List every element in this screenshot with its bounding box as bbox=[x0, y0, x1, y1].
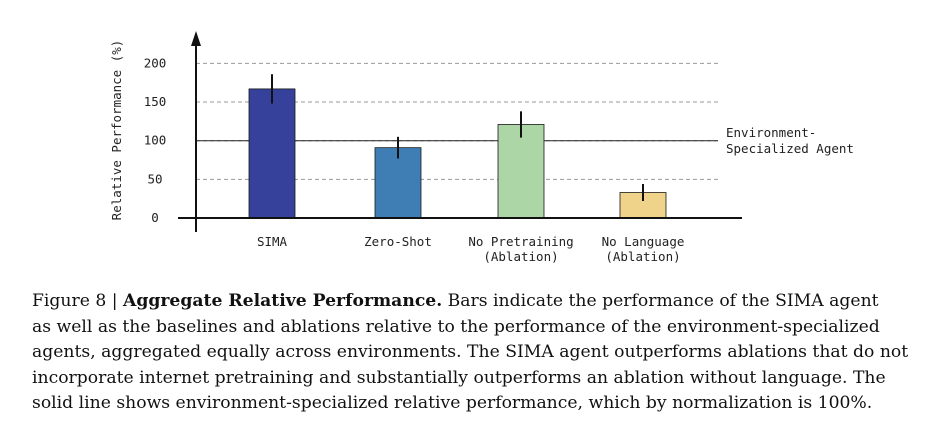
error-bars bbox=[271, 74, 644, 201]
bar-2 bbox=[497, 124, 545, 219]
y-tick-200: 200 bbox=[144, 55, 167, 70]
caption-line-5: solid line shows environment-specialized… bbox=[32, 393, 873, 413]
y-tick-0: 0 bbox=[151, 210, 159, 225]
bars bbox=[248, 88, 667, 219]
bar-chart: 0 50 100 150 200 SIMA Zero-Shot No Pretraining… bbox=[109, 31, 854, 264]
x-tick-label-2-1: (Ablation) bbox=[483, 249, 558, 264]
bar-0 bbox=[248, 88, 296, 219]
x-tick-label-3-0: No Language bbox=[602, 234, 685, 249]
caption-line-3: agents, aggregated equally across enviro… bbox=[32, 342, 909, 362]
x-tick-label-1-0: Zero-Shot bbox=[364, 234, 432, 249]
reference-label-line-2: Specialized Agent bbox=[726, 141, 854, 156]
bar-1 bbox=[374, 147, 422, 219]
y-tick-50: 50 bbox=[147, 171, 162, 186]
x-tick-label-2-0: No Pretraining bbox=[468, 234, 573, 249]
figure-caption: Figure 8 | Aggregate Relative Performanc… bbox=[32, 289, 932, 417]
reference-line-label: Environment- Specialized Agent bbox=[726, 125, 854, 156]
x-tick-labels: SIMA Zero-Shot No Pretraining(Ablation)No … bbox=[257, 234, 684, 264]
caption-title: Aggregate Relative Performance. bbox=[123, 291, 443, 311]
y-tick-labels: 0 50 100 150 200 bbox=[144, 55, 167, 225]
reference-label-line-1: Environment- bbox=[726, 125, 816, 140]
caption-line-2: as well as the baselines and ablations r… bbox=[32, 316, 880, 337]
caption-line-4: incorporate internet pretraining and sub… bbox=[32, 367, 886, 388]
caption-line-1: Bars indicate the performance of the SIM… bbox=[442, 291, 879, 311]
x-tick-label-0-0: SIMA bbox=[257, 234, 288, 249]
y-axis-arrow bbox=[191, 31, 201, 46]
y-axis-label: Relative Performance (%) bbox=[109, 40, 124, 221]
y-tick-150: 150 bbox=[144, 94, 167, 109]
caption-prefix: Figure 8 | bbox=[32, 291, 123, 311]
y-tick-100: 100 bbox=[144, 133, 167, 148]
axes bbox=[178, 31, 742, 232]
x-tick-label-3-1: (Ablation) bbox=[605, 249, 680, 264]
